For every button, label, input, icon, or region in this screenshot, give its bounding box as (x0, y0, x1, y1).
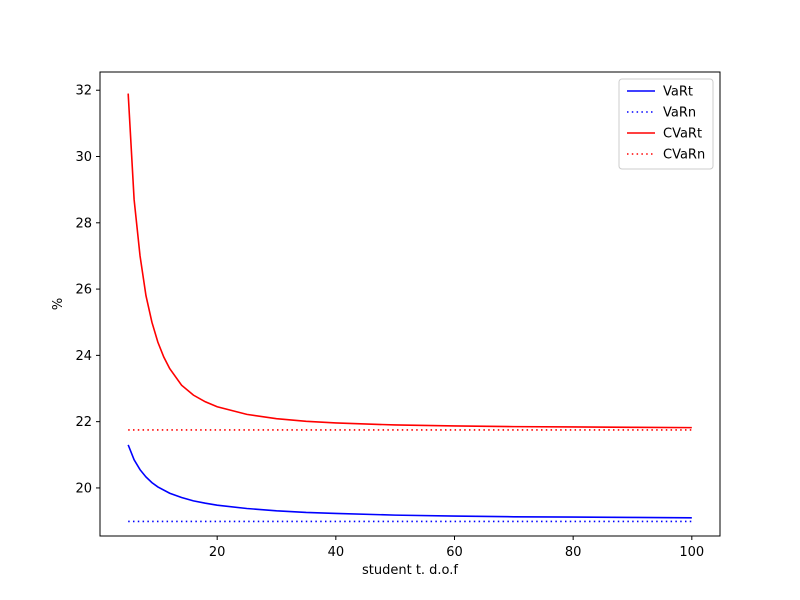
y-tick-label: 24 (75, 349, 92, 364)
y-tick-label: 26 (75, 283, 92, 298)
legend: VaRt VaRn CVaRt CVaRn (618, 78, 714, 170)
x-tick-label: 60 (446, 545, 463, 560)
legend-label-varn: VaRn (663, 106, 696, 121)
x-axis-ticks: 20 40 60 80 100 (209, 536, 704, 560)
series-line-cvart (127, 93, 692, 429)
y-axis-ticks: 20 22 24 26 28 30 32 (75, 84, 100, 496)
y-tick-label: 22 (75, 415, 92, 430)
x-tick-label: 20 (209, 545, 226, 560)
x-tick-label: 80 (565, 545, 582, 560)
y-tick-label: 32 (75, 84, 92, 99)
series-line-vart (127, 444, 692, 519)
x-tick-label: 100 (679, 545, 704, 560)
y-tick-label: 20 (75, 481, 92, 496)
plot-frame (99, 71, 721, 537)
y-tick-label: 30 (75, 150, 92, 165)
legend-box (618, 78, 714, 170)
y-axis-label: % (51, 298, 66, 310)
series-layer (127, 93, 692, 523)
x-axis-label: student t. d.o.f (362, 563, 458, 578)
y-tick-label: 28 (75, 216, 92, 231)
legend-label-cvarn: CVaRn (663, 148, 705, 163)
legend-label-cvart: CVaRt (663, 127, 702, 142)
x-tick-label: 40 (328, 545, 345, 560)
legend-label-vart: VaRt (663, 85, 693, 100)
plot-area (100, 72, 720, 536)
